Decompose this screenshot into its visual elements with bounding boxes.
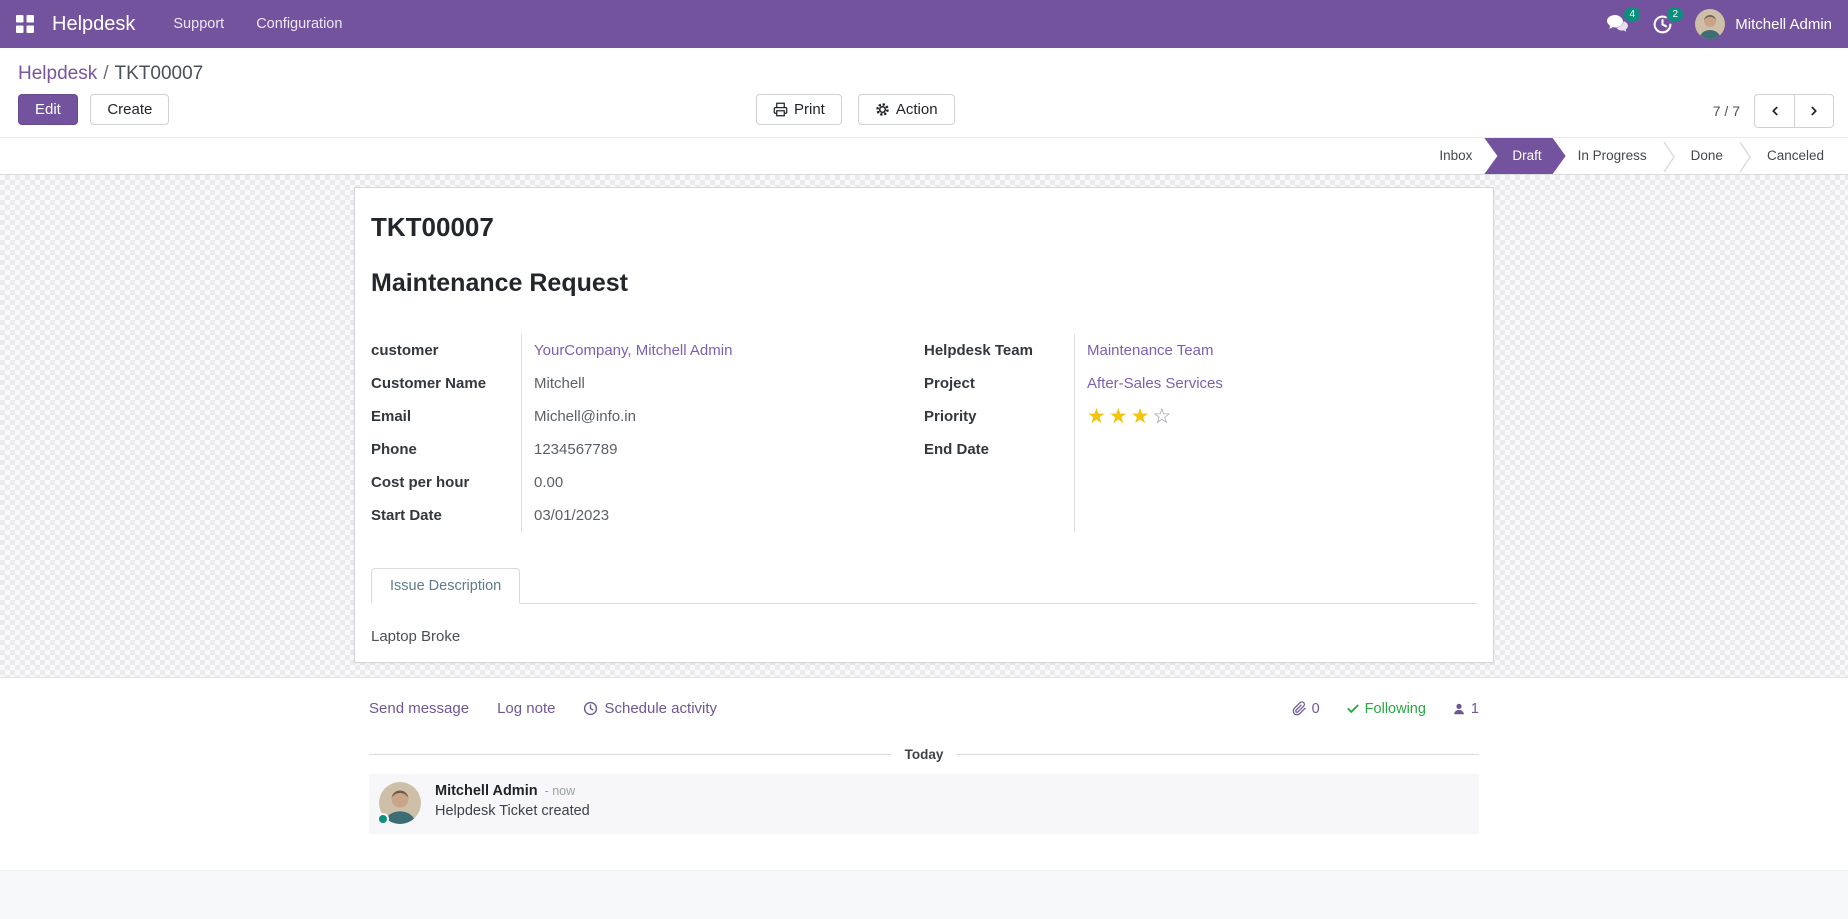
message-timestamp: - now bbox=[544, 784, 576, 798]
paperclip-icon bbox=[1292, 701, 1307, 716]
priority-star-3[interactable]: ★ bbox=[1130, 405, 1150, 428]
stage-inbox[interactable]: Inbox bbox=[1439, 148, 1473, 163]
ticket-title: Maintenance Request bbox=[371, 269, 629, 297]
field-label-customer-name: Customer Name bbox=[371, 375, 487, 392]
breadcrumb-separator: / bbox=[103, 63, 109, 84]
main-menu: Support Configuration bbox=[157, 2, 358, 46]
field-label-priority: Priority bbox=[924, 408, 977, 425]
stage-draft-active[interactable]: Draft bbox=[1484, 138, 1565, 174]
message-author-avatar bbox=[379, 782, 421, 824]
field-value-cost-per-hour: 0.00 bbox=[534, 474, 564, 491]
messages-icon[interactable]: 4 bbox=[1606, 7, 1641, 34]
edit-button[interactable]: Edit bbox=[18, 94, 78, 125]
day-divider-label: Today bbox=[904, 747, 944, 762]
user-name: Mitchell Admin bbox=[1735, 15, 1832, 33]
priority-star-4[interactable]: ☆ bbox=[1152, 405, 1172, 428]
action-button[interactable]: Action bbox=[857, 94, 955, 125]
field-label-phone: Phone bbox=[371, 441, 417, 458]
pager: 7 / 7 bbox=[1713, 94, 1834, 128]
log-note-button[interactable]: Log note bbox=[497, 700, 556, 717]
field-label-cost-per-hour: Cost per hour bbox=[371, 474, 470, 491]
breadcrumb: Helpdesk / TKT00007 bbox=[0, 48, 1848, 87]
menu-item-configuration[interactable]: Configuration bbox=[256, 16, 343, 32]
statusbar: Inbox Draft In Progress Done Canceled bbox=[0, 137, 1848, 175]
field-groups: customer Customer Name Email Phone Cost … bbox=[371, 334, 1477, 532]
pager-count: 7 / 7 bbox=[1712, 103, 1740, 119]
notebook-tabs: Issue Description bbox=[371, 568, 1477, 604]
chatter-message: Mitchell Admin - now Helpdesk Ticket cre… bbox=[369, 774, 1479, 834]
top-navbar: Helpdesk Support Configuration 4 2 Mitch… bbox=[0, 0, 1848, 48]
ticket-reference: TKT00007 bbox=[371, 212, 494, 242]
apps-grid-icon[interactable] bbox=[16, 14, 36, 34]
user-avatar bbox=[1695, 9, 1726, 39]
tab-issue-description[interactable]: Issue Description bbox=[371, 568, 521, 604]
pager-previous-button[interactable] bbox=[1754, 94, 1794, 128]
clock-icon bbox=[583, 701, 598, 716]
field-value-email: Michell@info.in bbox=[534, 408, 636, 425]
record-action-buttons: Print Action bbox=[756, 94, 955, 125]
day-divider: Today bbox=[369, 747, 1480, 762]
priority-star-2[interactable]: ★ bbox=[1108, 405, 1128, 428]
page-footer bbox=[0, 870, 1848, 919]
priority-star-1[interactable]: ★ bbox=[1087, 405, 1106, 428]
menu-item-support[interactable]: Support bbox=[173, 16, 225, 32]
message-author[interactable]: Mitchell Admin bbox=[435, 783, 538, 799]
online-status-dot bbox=[377, 813, 389, 825]
send-message-button[interactable]: Send message bbox=[369, 700, 470, 717]
priority-stars: ★ ★ ★ ☆ bbox=[1087, 400, 1447, 433]
form-view-background: TKT00007 Maintenance Request customer Cu… bbox=[0, 175, 1848, 677]
activities-icon[interactable]: 2 bbox=[1652, 6, 1684, 35]
field-value-end-date bbox=[1087, 433, 1447, 466]
chevron-left-icon bbox=[1768, 104, 1782, 118]
chatter-toolbar: Send message Log note Schedule activity … bbox=[369, 700, 1479, 717]
stage-canceled[interactable]: Canceled bbox=[1766, 148, 1824, 163]
followers-count: 1 bbox=[1470, 700, 1479, 717]
field-label-customer: customer bbox=[371, 342, 439, 359]
field-value-start-date: 03/01/2023 bbox=[534, 507, 610, 524]
pager-next-button[interactable] bbox=[1794, 94, 1834, 128]
app-brand[interactable]: Helpdesk bbox=[52, 12, 136, 35]
chevron-right-icon bbox=[1807, 104, 1821, 118]
breadcrumb-parent-link[interactable]: Helpdesk bbox=[18, 63, 98, 84]
chatter-area: Send message Log note Schedule activity … bbox=[0, 677, 1848, 870]
following-button[interactable]: Following bbox=[1346, 701, 1426, 717]
field-label-end-date: End Date bbox=[924, 441, 990, 458]
field-label-project: Project bbox=[924, 375, 975, 392]
field-label-start-date: Start Date bbox=[371, 507, 442, 524]
issue-description-text: Laptop Broke bbox=[371, 628, 461, 645]
field-group-left: customer Customer Name Email Phone Cost … bbox=[371, 334, 924, 532]
messages-badge: 4 bbox=[1624, 7, 1641, 22]
field-value-customer-name: Mitchell bbox=[534, 375, 585, 392]
schedule-activity-button[interactable]: Schedule activity bbox=[583, 700, 717, 717]
person-icon bbox=[1452, 702, 1466, 716]
user-menu[interactable]: Mitchell Admin bbox=[1695, 9, 1832, 39]
gear-icon bbox=[875, 102, 890, 117]
field-value-helpdesk-team[interactable]: Maintenance Team bbox=[1087, 342, 1214, 359]
activities-badge: 2 bbox=[1667, 6, 1684, 22]
field-value-project[interactable]: After-Sales Services bbox=[1087, 375, 1223, 392]
field-label-email: Email bbox=[371, 408, 412, 425]
message-body: Helpdesk Ticket created bbox=[435, 803, 590, 819]
attachments-button[interactable]: 0 bbox=[1292, 701, 1320, 717]
field-label-helpdesk-team: Helpdesk Team bbox=[924, 342, 1033, 359]
print-button[interactable]: Print bbox=[756, 94, 842, 125]
stage-separator-icon bbox=[1663, 138, 1675, 174]
breadcrumb-current: TKT00007 bbox=[114, 63, 204, 84]
stage-done[interactable]: Done bbox=[1690, 148, 1723, 163]
create-button[interactable]: Create bbox=[90, 94, 170, 125]
followers-button[interactable]: 1 bbox=[1452, 701, 1479, 717]
navbar-right: 4 2 Mitchell Admin bbox=[1606, 6, 1832, 39]
attachments-count: 0 bbox=[1311, 700, 1320, 717]
stage-in-progress[interactable]: In Progress bbox=[1577, 148, 1647, 163]
control-panel: Edit Create Print Action 7 / 7 bbox=[0, 87, 1848, 137]
field-value-customer[interactable]: YourCompany, Mitchell Admin bbox=[534, 342, 733, 359]
check-icon bbox=[1346, 702, 1360, 716]
stage-separator-icon bbox=[1739, 138, 1751, 174]
field-value-phone: 1234567789 bbox=[534, 441, 618, 458]
field-group-right: Helpdesk Team Project Priority End Date … bbox=[924, 334, 1477, 532]
printer-icon bbox=[773, 102, 788, 117]
ticket-sheet: TKT00007 Maintenance Request customer Cu… bbox=[354, 187, 1494, 663]
